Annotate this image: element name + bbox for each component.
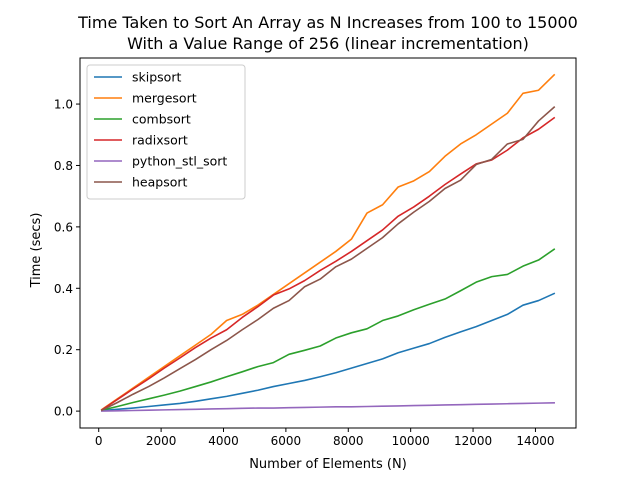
series-line-heapsort (100, 106, 556, 412)
series-line-python_stl_sort (101, 402, 555, 412)
legend-label-combsort: combsort (132, 112, 191, 127)
y-tick-label: 0.6 (54, 220, 73, 234)
axes-frame (79, 57, 577, 429)
plot-area: 0 2000 4000 6000 8000 10000 12000 14000 0.0 0.2 0.… (54, 57, 577, 448)
y-axis-label: Time (secs) (29, 213, 44, 289)
chart-title-line-1: Time Taken to Sort An Array as N Increas… (77, 13, 578, 32)
x-tick-label: 6000 (271, 434, 302, 448)
legend-label-radixsort: radixsort (132, 133, 188, 148)
y-tick-label: 1.0 (54, 98, 73, 112)
series-line-skipsort (100, 292, 556, 412)
legend-label-python_stl_sort: python_stl_sort (132, 154, 227, 169)
legend-label-heapsort: heapsort (132, 175, 188, 190)
y-tick-label: 0.8 (54, 159, 73, 173)
x-axis-label: Number of Elements (N) (249, 457, 407, 472)
chart-title-line-2: With a Value Range of 256 (linear increm… (127, 34, 529, 53)
y-tick-label: 0.4 (54, 282, 73, 296)
y-tick-label: 0.2 (54, 343, 73, 357)
x-tick-label: 4000 (208, 434, 239, 448)
x-tick-label: 10000 (392, 434, 430, 448)
y-tick-label: 0.0 (54, 405, 73, 419)
series-line-mergesort (100, 73, 556, 411)
legend-box (86, 64, 246, 200)
legend-label-skipsort: skipsort (132, 70, 181, 85)
x-tick-label: 2000 (146, 434, 177, 448)
legend-label-mergesort: mergesort (132, 91, 197, 106)
x-tick-label: 0 (95, 434, 103, 448)
x-tick-label: 14000 (516, 434, 554, 448)
x-tick-label: 8000 (333, 434, 364, 448)
x-tick-label: 12000 (454, 434, 492, 448)
series-line-combsort (100, 248, 556, 412)
